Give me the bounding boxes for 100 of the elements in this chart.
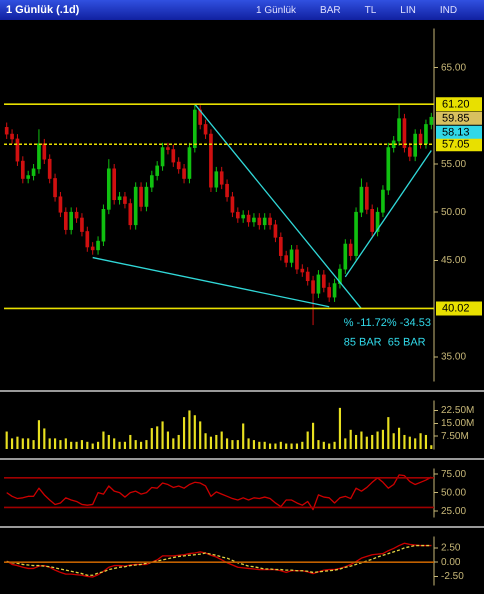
bar — [360, 432, 363, 449]
candlestick — [284, 250, 288, 268]
bar — [59, 440, 62, 449]
y-tick-label: 50.00 — [441, 487, 466, 498]
candlestick — [290, 244, 294, 268]
bar — [419, 433, 422, 449]
y-tick-label: 35.00 — [441, 352, 466, 363]
bar — [354, 434, 358, 449]
bar — [166, 432, 170, 449]
bar — [215, 434, 218, 449]
bar — [382, 430, 384, 449]
bar — [6, 432, 8, 449]
text: 1 Günlük (.1d) — [6, 4, 80, 16]
bar — [140, 442, 142, 449]
candlestick — [42, 138, 46, 165]
bar — [134, 440, 137, 449]
y-tick-label: 45.00 — [441, 255, 466, 266]
bar — [96, 442, 100, 449]
bar — [231, 440, 234, 449]
bar — [268, 444, 272, 449]
y-tick-label: 75.00 — [441, 468, 466, 480]
y-tick-label: 55.00 — [441, 158, 466, 170]
text: BAR — [320, 4, 341, 16]
bar — [424, 434, 428, 449]
bar — [182, 417, 186, 449]
bar — [344, 438, 346, 449]
bar — [199, 421, 202, 449]
y-tick-label: 15.00M — [441, 418, 474, 430]
bar — [398, 428, 400, 449]
ref-line-label: 61.20 — [442, 98, 470, 110]
bar — [178, 434, 180, 449]
bar — [403, 434, 406, 449]
candlestick — [327, 282, 332, 302]
bar — [236, 440, 239, 449]
candlestick — [316, 270, 320, 299]
bar — [285, 444, 288, 449]
candlestick — [322, 270, 326, 293]
candlestick — [418, 128, 422, 150]
bar — [16, 436, 19, 449]
bar — [32, 440, 35, 449]
candlestick — [370, 204, 374, 237]
annotation: 85 BAR 65 BAR — [344, 336, 426, 348]
bar — [210, 436, 212, 449]
ref-line-label: 40.02 — [442, 302, 470, 315]
candlestick — [246, 210, 250, 228]
ref-line-label: 57.05 — [442, 138, 470, 150]
text: LIN — [400, 4, 416, 16]
bar — [258, 442, 260, 449]
y-tick-label: 0.00 — [441, 556, 461, 568]
bar — [252, 440, 256, 449]
candlestick — [262, 212, 267, 230]
bar — [408, 436, 411, 449]
candlestick — [69, 206, 74, 235]
bar — [54, 438, 56, 449]
bar — [102, 432, 105, 449]
bar — [414, 438, 416, 449]
y-tick-label: 25.00 — [441, 506, 466, 517]
bar — [194, 415, 196, 449]
bar — [280, 442, 282, 449]
bar — [118, 442, 121, 449]
y-tick-label: -2.50 — [441, 571, 464, 582]
bar — [80, 440, 84, 449]
bar — [156, 426, 158, 449]
bar — [64, 438, 67, 449]
bar — [264, 442, 266, 449]
candlestick — [214, 166, 218, 192]
bar — [392, 433, 395, 449]
bar — [22, 438, 24, 449]
bar — [371, 434, 374, 449]
bar — [48, 438, 51, 449]
bar — [150, 428, 153, 449]
bar — [312, 422, 314, 449]
bar — [274, 444, 277, 449]
text: TL — [364, 4, 376, 16]
bar — [129, 434, 132, 449]
y-tick-label: 7.50M — [441, 430, 469, 442]
text: 1 Günlük — [256, 4, 296, 16]
bar — [226, 438, 228, 449]
text: IND — [440, 4, 458, 16]
candlestick — [348, 238, 353, 261]
candlestick — [252, 212, 256, 228]
bar — [86, 442, 88, 449]
bar — [108, 434, 110, 449]
bar — [430, 445, 432, 449]
bar — [242, 423, 244, 449]
y-tick-label: 22.50M — [441, 405, 474, 416]
bar — [247, 438, 250, 449]
bar — [113, 438, 116, 449]
bar — [350, 430, 352, 449]
y-tick-label: 50.00 — [441, 206, 466, 218]
bar — [172, 438, 174, 449]
candlestick — [118, 191, 122, 206]
bar — [161, 421, 164, 449]
candlestick — [257, 212, 262, 230]
bar — [301, 442, 304, 449]
bar — [333, 442, 336, 449]
bar — [43, 428, 46, 449]
text: 58.13 — [442, 126, 470, 138]
bar — [376, 432, 379, 449]
candlestick — [90, 242, 95, 256]
